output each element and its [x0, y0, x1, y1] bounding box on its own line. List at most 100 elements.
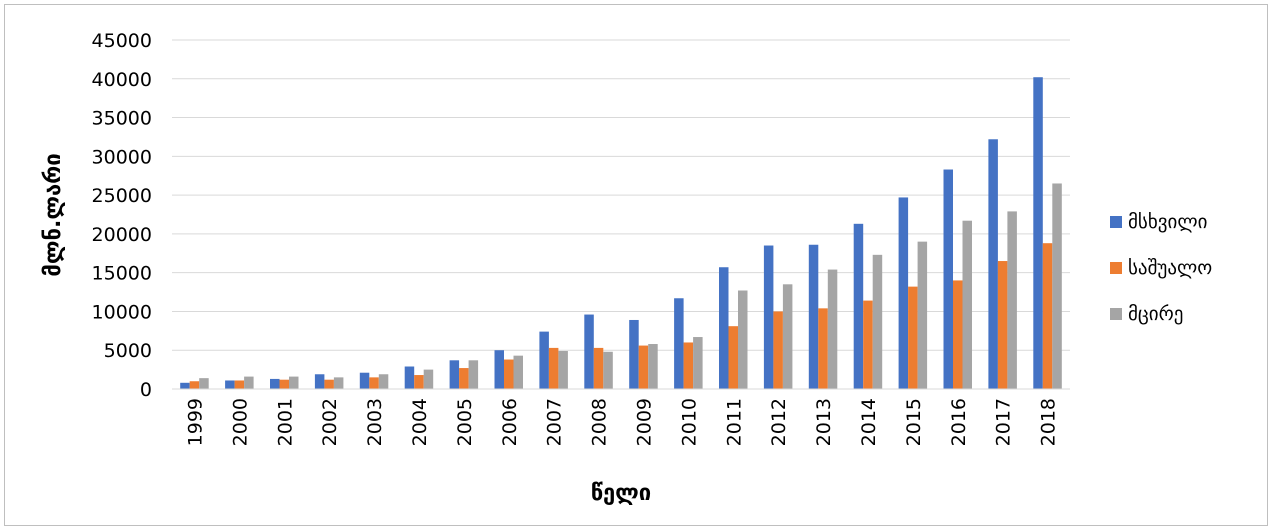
y-tick-label: 5000 [104, 340, 152, 362]
bar [558, 350, 568, 389]
bar [404, 366, 415, 389]
bar [719, 267, 729, 389]
x-tick-label: 2005 [454, 398, 476, 446]
x-tick-label: 2006 [499, 398, 521, 446]
bar [314, 374, 325, 389]
legend-label: მსხვილი [1128, 211, 1207, 233]
x-tick-label: 2011 [723, 398, 745, 446]
bar [513, 355, 523, 389]
legend-label: მცირე [1128, 303, 1183, 325]
bar [962, 220, 972, 389]
legend-label: საშუალო [1128, 257, 1212, 279]
x-tick-label: 2009 [633, 398, 655, 446]
y-tick-label: 35000 [92, 108, 152, 130]
x-tick-label: 2000 [229, 398, 251, 446]
x-axis-ticks: 1999 2000 2001 2002 2003 2004 2005 2006 2007 2008… [184, 398, 1059, 446]
bar [738, 290, 748, 389]
bar [1007, 211, 1017, 389]
x-tick-label: 2013 [813, 398, 835, 446]
bar [953, 280, 963, 389]
bar [988, 139, 998, 389]
bar [270, 378, 280, 389]
bar [449, 360, 460, 389]
bars [180, 77, 1062, 389]
bar [763, 245, 774, 389]
bar [997, 261, 1008, 389]
bar [818, 308, 828, 389]
bar [423, 369, 434, 389]
x-tick-label: 2018 [1038, 398, 1060, 446]
bar [593, 347, 604, 389]
bar [378, 374, 389, 389]
bar [1052, 183, 1062, 389]
bar [324, 379, 334, 389]
bar [648, 344, 658, 389]
x-tick-label: 2002 [319, 398, 341, 446]
bar [279, 379, 289, 389]
gridlines [172, 39, 1070, 351]
bar [199, 378, 209, 389]
bar [773, 311, 783, 389]
bar [917, 241, 928, 389]
legend-swatch [1110, 216, 1122, 228]
y-tick-label: 20000 [92, 224, 152, 246]
bar [808, 244, 819, 389]
bar [728, 326, 738, 389]
x-tick-label: 2003 [364, 398, 386, 446]
bar [674, 298, 684, 389]
x-tick-label: 2008 [589, 398, 611, 446]
x-tick-label: 2007 [544, 398, 566, 446]
bar [414, 375, 424, 389]
x-tick-label: 1999 [184, 398, 206, 446]
bar [638, 345, 649, 389]
bar [504, 359, 514, 389]
bar [1042, 243, 1053, 389]
bar [225, 380, 235, 389]
bar [459, 368, 469, 389]
bar [853, 223, 864, 389]
bar [244, 376, 254, 389]
x-tick-label: 2001 [274, 398, 296, 446]
legend-swatch [1110, 262, 1122, 274]
x-axis-title: წელი [591, 481, 651, 506]
bar [863, 300, 873, 389]
bar [872, 254, 883, 389]
y-tick-label: 15000 [92, 263, 152, 285]
bar [189, 381, 200, 389]
x-tick-label: 2014 [858, 398, 880, 446]
bar [603, 351, 613, 389]
x-tick-label: 2012 [768, 398, 790, 446]
legend: მსხვილი საშუალო მცირე [1110, 211, 1212, 325]
bar [693, 337, 703, 389]
bar [782, 284, 793, 389]
bar [943, 169, 953, 389]
bar [548, 347, 559, 389]
x-tick-label: 2016 [948, 398, 970, 446]
bar [908, 286, 918, 389]
bar [584, 314, 594, 389]
bar [333, 377, 344, 389]
bar [494, 350, 504, 389]
bar [289, 376, 299, 389]
x-tick-label: 2004 [409, 398, 431, 446]
bar [539, 331, 549, 389]
x-tick-label: 2015 [903, 398, 925, 446]
bar [629, 319, 639, 389]
bar [898, 197, 909, 389]
bar [468, 360, 479, 389]
legend-swatch [1110, 308, 1122, 320]
y-tick-label: 0 [140, 379, 152, 401]
bar [1033, 77, 1043, 389]
bar [827, 269, 838, 389]
y-tick-label: 25000 [92, 185, 152, 207]
y-tick-label: 10000 [92, 301, 152, 323]
y-tick-label: 30000 [92, 146, 152, 168]
y-axis-title: მლნ.ლარი [41, 153, 66, 276]
y-tick-label: 45000 [92, 30, 152, 52]
bar [359, 372, 370, 389]
bar [369, 377, 379, 389]
y-axis-ticks: 0 5000 10000 15000 20000 25000 30000 35000 40000… [92, 30, 152, 401]
bar [180, 382, 190, 389]
x-tick-label: 2017 [993, 398, 1015, 446]
